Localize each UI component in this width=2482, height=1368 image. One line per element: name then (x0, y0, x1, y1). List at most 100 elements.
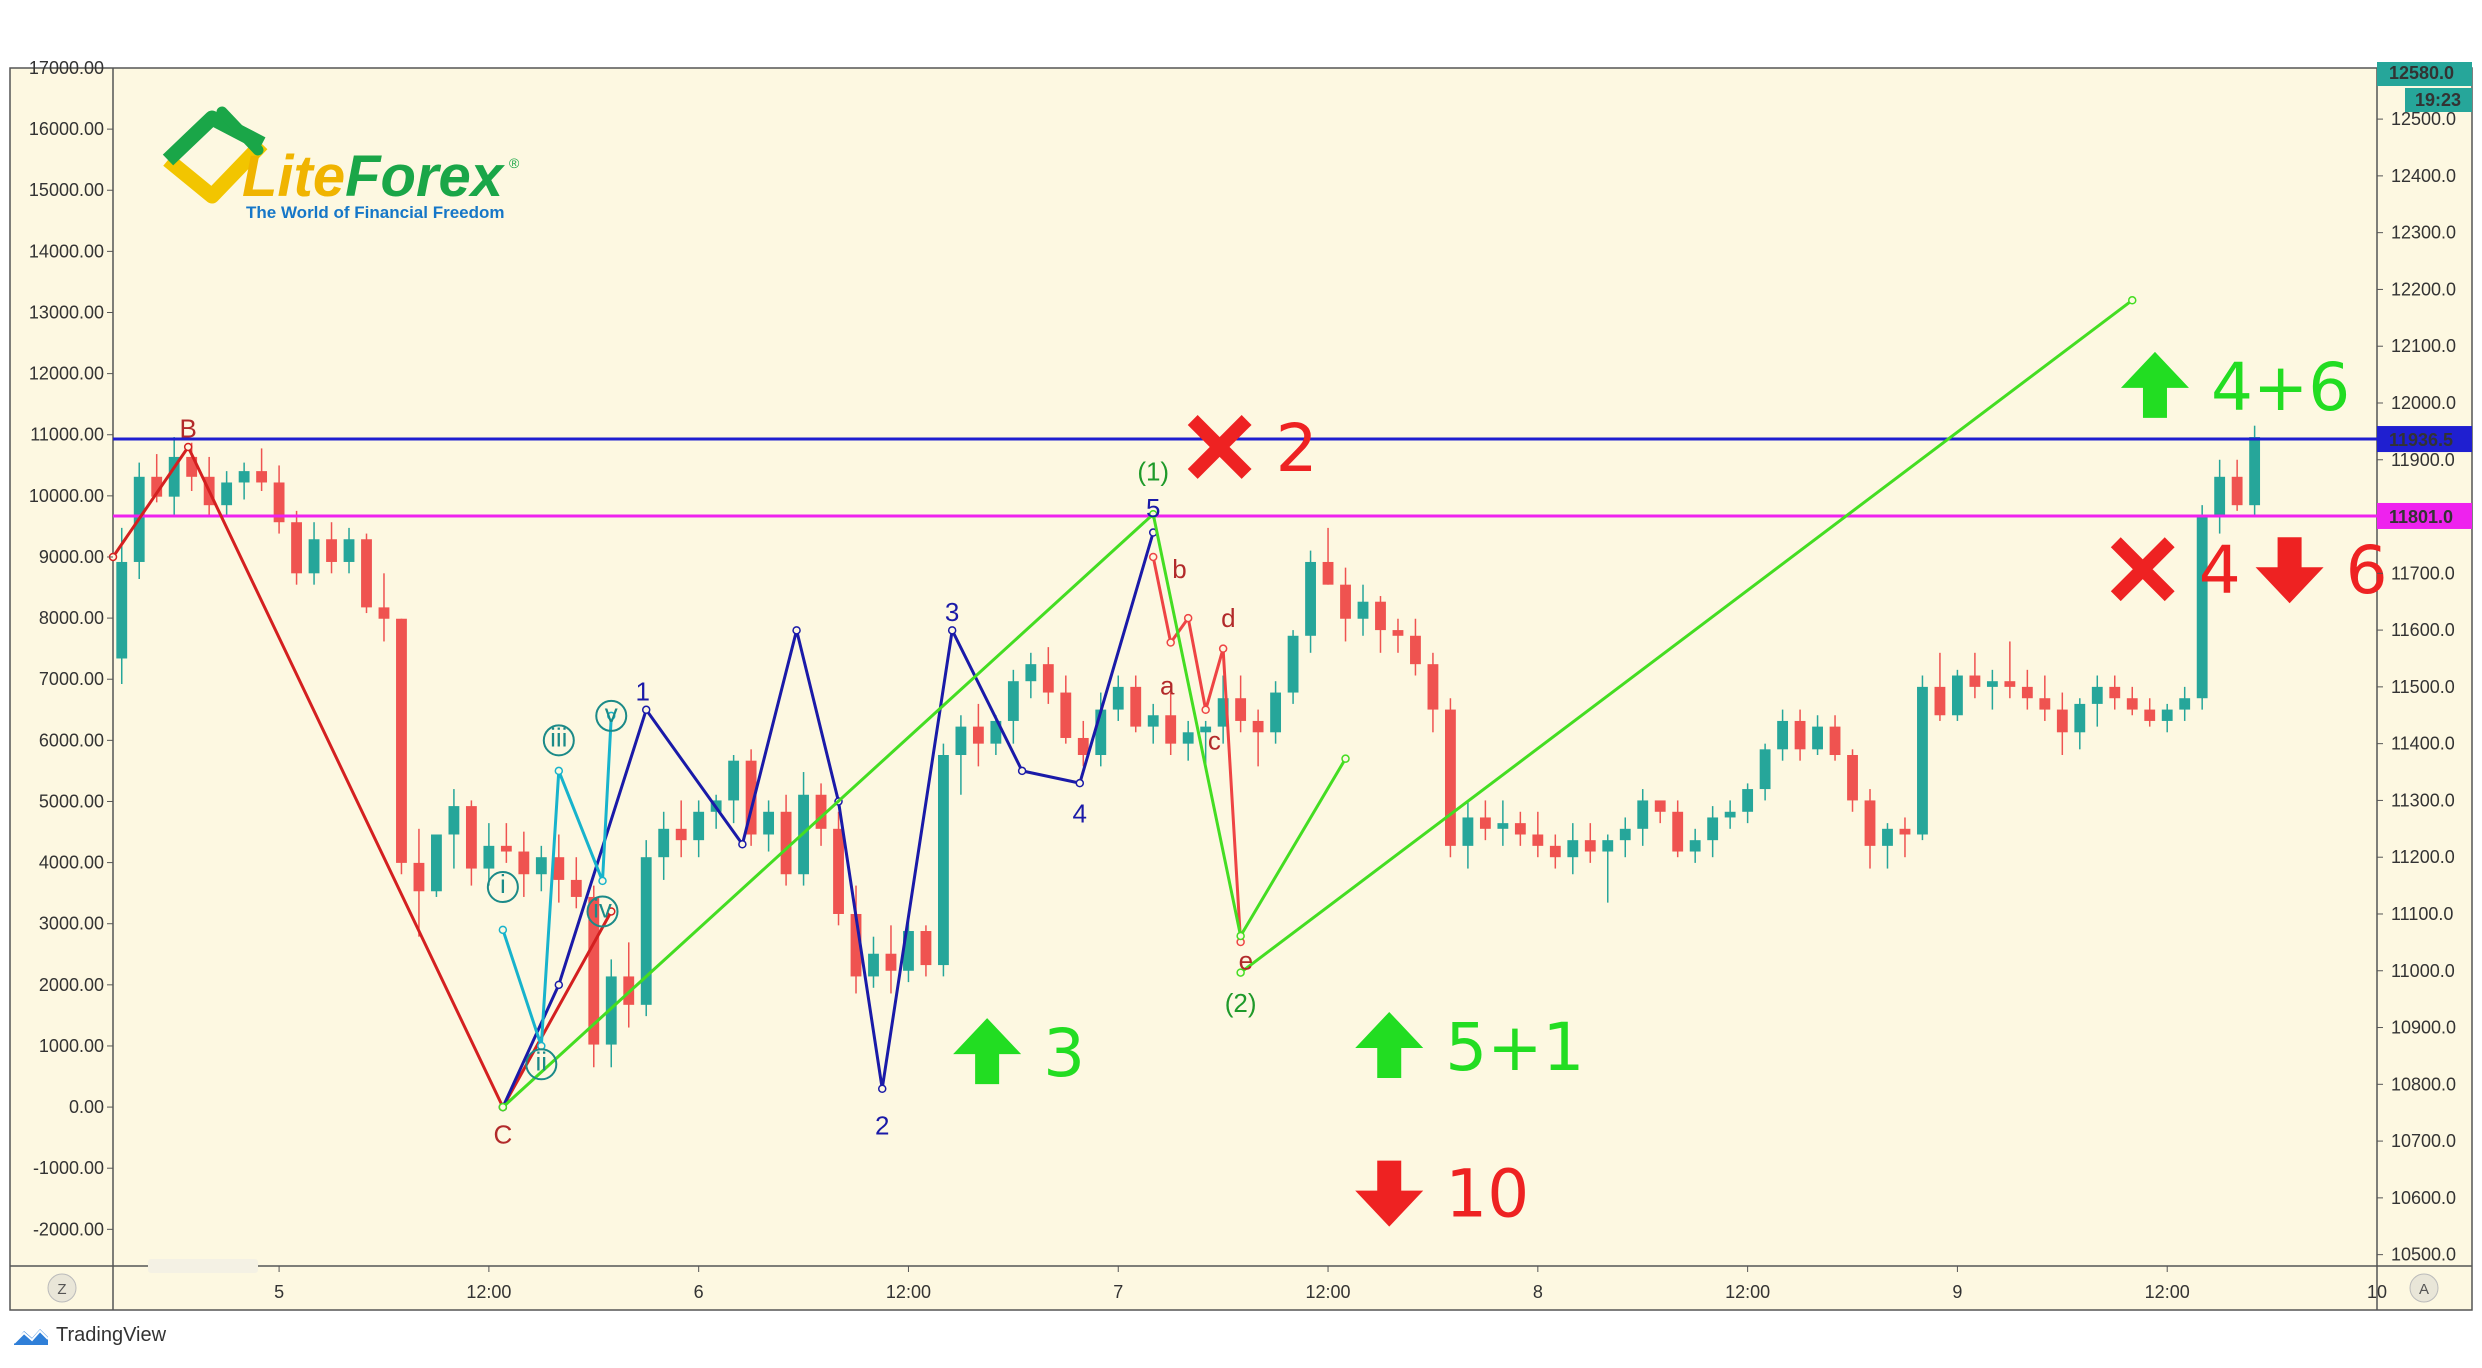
candle-body (308, 539, 320, 574)
wave-path (1151, 556, 1243, 943)
candle-body (1899, 828, 1911, 835)
right-tick-label: 12200.0 (2391, 279, 2456, 299)
candle-body (1427, 664, 1439, 710)
left-axis-button[interactable] (47, 1273, 77, 1303)
left-tick-label: 0.00 (69, 1097, 104, 1117)
candle-body (2161, 709, 2173, 721)
candle-body (640, 857, 652, 1005)
wave-pivot (598, 876, 607, 886)
candle-body (1112, 686, 1124, 710)
left-tick-label: -1000.00 (33, 1158, 104, 1178)
wave-label: ii (536, 1046, 548, 1076)
candle-body (2179, 698, 2191, 710)
wave-label: 5 (1146, 493, 1160, 523)
candle-body (1829, 726, 1841, 756)
candle-body (1200, 726, 1212, 733)
left-axis-button-label: Z (57, 1281, 66, 1298)
candle-body (186, 456, 198, 477)
candle-body (413, 862, 425, 892)
candle-body (151, 476, 163, 497)
candle-body (1917, 686, 1928, 835)
wave-label: (1) (1137, 456, 1169, 486)
right-tick-label: 11900.0 (2391, 450, 2455, 470)
candle-body (2056, 709, 2068, 733)
left-tick-label: 15000.00 (29, 180, 104, 200)
candle-body (1007, 681, 1019, 721)
wave-pivot (792, 626, 801, 635)
candle-body (1445, 709, 1456, 846)
magenta-line-badge-label: 11801.0 (2389, 507, 2453, 527)
left-tick-label: 6000.00 (39, 730, 104, 750)
signal-arrow-down-icon (2255, 537, 2324, 604)
candle-body (1392, 630, 1404, 636)
right-tick-label: 12400.0 (2391, 166, 2456, 186)
time-tick-label: 10 (2367, 1282, 2387, 1302)
wave-pivot (2127, 296, 2137, 305)
candle-body (1357, 601, 1369, 619)
left-tick-label: 17000.00 (29, 58, 104, 78)
wave-pivot (498, 1102, 508, 1112)
left-tick-label: 14000.00 (29, 241, 104, 261)
right-tick-label: 11400.0 (2391, 734, 2455, 754)
arrow-up-icon (2120, 351, 2189, 418)
right-tick-label: 10900.0 (2391, 1018, 2456, 1038)
candle-body (1602, 840, 1614, 852)
candle-body (343, 539, 355, 562)
candle-body (1077, 737, 1089, 756)
plot-frame (9, 67, 2473, 1311)
right-axis-button[interactable] (2409, 1273, 2439, 1303)
candle-body (570, 879, 582, 897)
candle-body (1847, 755, 1858, 801)
left-tick-label: 3000.00 (39, 914, 104, 934)
candle-body (938, 755, 949, 966)
candle-body (1584, 840, 1596, 852)
left-tick-label: 11000.00 (30, 425, 104, 445)
candle-body (1777, 720, 1789, 750)
left-tick-label: 8000.00 (39, 608, 104, 628)
candle-body (1619, 828, 1631, 841)
scroll-handle[interactable] (148, 1259, 258, 1273)
candle-body (1532, 834, 1544, 846)
candle-body (780, 811, 792, 875)
tradingview-brand[interactable]: TradingView (12, 1324, 166, 1347)
candle-body (2074, 703, 2086, 733)
candle-body (1864, 800, 1876, 846)
wave-label: 2 (875, 1110, 889, 1140)
right-tick-label: 12500.0 (2391, 109, 2456, 129)
candle-body (1812, 726, 1823, 750)
left-axis[interactable]: 17000.00 16000.00 15000.00 14000.00 13000.00… (29, 58, 113, 1239)
right-tick-label: 11600.0 (2391, 620, 2455, 640)
wave-pivot (1075, 778, 1085, 788)
candle-body (1025, 664, 1037, 682)
signal-label: 5+1 (1445, 1009, 1584, 1086)
wave-pivot (1166, 638, 1175, 647)
wave-pivot (498, 925, 508, 935)
wave-label: B (180, 414, 197, 444)
wave-lines-layer (108, 296, 2137, 1112)
signal-arrow-down-icon (1355, 1160, 1424, 1227)
right-tick-label: 10500.0 (2391, 1245, 2456, 1265)
wave-label: 4 (1073, 799, 1087, 829)
left-tick-label: 13000.00 (29, 302, 104, 322)
candle-body (1130, 686, 1142, 727)
right-axis-button-label: A (2419, 1281, 2429, 1298)
left-tick-label: 1000.00 (39, 1036, 104, 1056)
wave-label: C (493, 1120, 512, 1150)
candle-body (2231, 476, 2243, 506)
time-tick-label: 8 (1533, 1282, 1543, 1302)
time-axis[interactable]: 5 12:00 6 12:00 7 12:00 8 12:00 9 12:00 10 (274, 1266, 2387, 1302)
wave-pivot (183, 442, 193, 452)
left-tick-label: 4000.00 (39, 853, 104, 873)
candle-body (990, 720, 1002, 744)
candle-body (1305, 561, 1316, 636)
candle-body (1882, 828, 1893, 846)
wave-label: i (500, 869, 506, 899)
liteforex-logo-registered: ® (509, 155, 520, 171)
left-tick-label: 9000.00 (39, 547, 104, 567)
signal-label: 6 (2346, 532, 2388, 609)
signal-label: 4 (2199, 532, 2241, 609)
wave-label-circle (542, 724, 575, 757)
candle-body (1672, 811, 1684, 852)
signal-cross-icon (2110, 537, 2175, 602)
